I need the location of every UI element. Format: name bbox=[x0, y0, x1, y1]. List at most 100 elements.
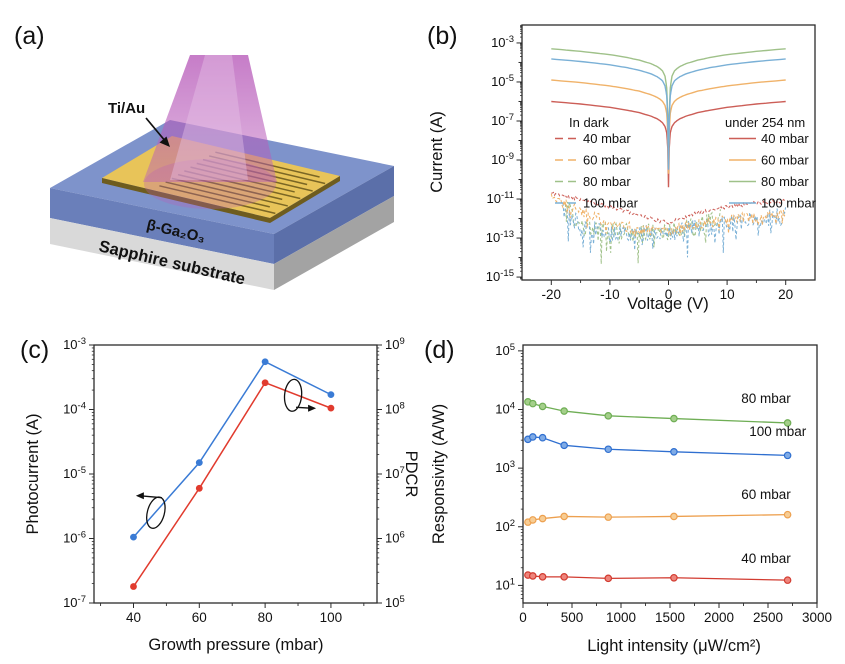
data-point-60 mbar bbox=[560, 512, 568, 521]
data-point-40 mbar bbox=[538, 573, 547, 581]
svg-text:0: 0 bbox=[665, 287, 673, 302]
svg-text:80 mbar: 80 mbar bbox=[583, 174, 631, 189]
electrode-label: Ti/Au bbox=[108, 100, 145, 117]
c-left-axis-title: Photocurrent (A) bbox=[24, 413, 42, 534]
data-point-80 mbar bbox=[670, 414, 678, 423]
svg-text:-20: -20 bbox=[542, 287, 562, 302]
data-point-PDCR bbox=[261, 379, 269, 387]
svg-text:0: 0 bbox=[519, 610, 527, 625]
svg-text:40 mbar: 40 mbar bbox=[761, 131, 809, 146]
pressure-chart-curves bbox=[130, 358, 335, 590]
responsivity-chart-axes: 101 102 103 104 105 0 500 1000 1500 2000 2500 3000 bbox=[495, 342, 832, 625]
responsivity-chart-curves bbox=[524, 398, 792, 584]
data-point-100 mbar bbox=[670, 447, 678, 456]
right-axis-arrow bbox=[308, 404, 317, 412]
svg-text:102: 102 bbox=[495, 518, 515, 534]
data-point-60 mbar bbox=[538, 514, 547, 523]
data-point-80 mbar bbox=[529, 399, 537, 408]
data-point-40 mbar bbox=[783, 576, 792, 584]
photo-curve-100 mbar bbox=[551, 58, 786, 170]
dark-curve-60 mbar dark bbox=[550, 193, 786, 237]
photo-curve-40 mbar bbox=[551, 100, 786, 188]
svg-text:10-9: 10-9 bbox=[491, 151, 514, 167]
svg-text:10-11: 10-11 bbox=[487, 190, 515, 206]
svg-text:80: 80 bbox=[258, 610, 273, 625]
b-x-axis-title: Voltage (V) bbox=[627, 295, 709, 313]
pressure-chart-annotations bbox=[135, 378, 317, 529]
svg-text:105: 105 bbox=[495, 342, 515, 358]
svg-text:10-15: 10-15 bbox=[486, 268, 514, 284]
data-point-100 mbar bbox=[604, 445, 613, 454]
b-y-axis-title: Current (A) bbox=[428, 111, 446, 193]
svg-text:103: 103 bbox=[495, 459, 515, 475]
svg-text:500: 500 bbox=[561, 610, 584, 625]
svg-text:1500: 1500 bbox=[655, 610, 685, 625]
series-label-80 mbar: 80 mbar bbox=[741, 391, 791, 406]
svg-text:109: 109 bbox=[385, 336, 405, 352]
device-3d-drawing bbox=[50, 55, 394, 290]
svg-text:3000: 3000 bbox=[802, 610, 832, 625]
svg-text:-10: -10 bbox=[600, 287, 620, 302]
data-point-80 mbar bbox=[783, 419, 792, 427]
svg-text:108: 108 bbox=[385, 401, 405, 417]
data-point-40 mbar bbox=[560, 573, 568, 581]
series-line-Photocurrent bbox=[132, 360, 332, 538]
svg-text:10: 10 bbox=[720, 287, 735, 302]
svg-text:40 mbar: 40 mbar bbox=[583, 131, 631, 146]
svg-text:1000: 1000 bbox=[606, 610, 636, 625]
responsivity-series-labels: 80 mbar 100 mbar 60 mbar 40 mbar bbox=[741, 391, 807, 566]
data-point-PDCR bbox=[327, 404, 335, 412]
svg-text:100 mbar: 100 mbar bbox=[761, 196, 817, 211]
series-line-PDCR bbox=[132, 381, 332, 587]
svg-text:2000: 2000 bbox=[704, 610, 734, 625]
svg-text:104: 104 bbox=[495, 401, 515, 417]
panel-label-b: (b) bbox=[427, 22, 458, 50]
panel-label-d: (d) bbox=[424, 336, 455, 364]
dark-curve-100 mbar dark bbox=[562, 202, 787, 258]
svg-text:10-3: 10-3 bbox=[491, 34, 514, 50]
panel-label-a: (a) bbox=[14, 22, 45, 50]
series-label-100 mbar: 100 mbar bbox=[749, 424, 807, 439]
data-point-80 mbar bbox=[538, 402, 547, 411]
svg-text:106: 106 bbox=[385, 530, 405, 546]
left-axis-arrow bbox=[135, 492, 144, 500]
data-point-Photocurrent bbox=[261, 358, 269, 366]
svg-text:107: 107 bbox=[385, 465, 405, 481]
photo-curve-60 mbar bbox=[551, 79, 786, 174]
svg-text:101: 101 bbox=[495, 576, 515, 592]
svg-text:10-13: 10-13 bbox=[486, 229, 514, 245]
data-point-40 mbar bbox=[604, 574, 613, 583]
svg-text:80 mbar: 80 mbar bbox=[761, 174, 809, 189]
data-point-100 mbar bbox=[529, 433, 537, 441]
svg-text:40: 40 bbox=[126, 610, 141, 625]
data-point-Photocurrent bbox=[195, 459, 203, 467]
series-label-60 mbar: 60 mbar bbox=[741, 487, 791, 502]
c-x-axis-title: Growth pressure (mbar) bbox=[148, 636, 323, 654]
iv-chart-curves bbox=[550, 48, 787, 265]
legend-light-title: under 254 nm bbox=[725, 115, 805, 130]
panel-b-iv-chart: 10-15 10-13 10-11 10-9 10-7 10-5 10-3 -20 -10 0 10… bbox=[427, 22, 817, 313]
data-point-60 mbar bbox=[604, 513, 613, 521]
svg-text:10-4: 10-4 bbox=[63, 401, 86, 417]
data-point-100 mbar bbox=[560, 441, 568, 450]
data-point-60 mbar bbox=[670, 512, 678, 521]
axis-indicator-ellipse bbox=[283, 378, 303, 412]
svg-text:60 mbar: 60 mbar bbox=[761, 153, 809, 168]
d-x-axis-title: Light intensity (μW/cm²) bbox=[587, 637, 761, 655]
svg-text:100 mbar: 100 mbar bbox=[583, 196, 639, 211]
data-point-40 mbar bbox=[529, 572, 537, 580]
data-point-Photocurrent bbox=[327, 391, 335, 399]
svg-text:2500: 2500 bbox=[753, 610, 783, 625]
panel-a-device-schematic: (a) Ti/Au β-Ga₂O₃ Sapphire substrate bbox=[14, 22, 394, 290]
panel-label-c: (c) bbox=[20, 336, 49, 364]
svg-text:100: 100 bbox=[320, 610, 343, 625]
svg-text:10-3: 10-3 bbox=[63, 336, 86, 352]
pressure-chart-axes: 10-7 10-6 10-5 10-4 10-3 105 106 107 108 109 40 60 8… bbox=[63, 336, 405, 625]
data-point-PDCR bbox=[130, 583, 137, 590]
panel-c-pressure-chart: 10-7 10-6 10-5 10-4 10-3 105 106 107 108 109 40 60 8… bbox=[20, 336, 420, 654]
svg-text:60 mbar: 60 mbar bbox=[583, 153, 631, 168]
dark-curve-80 mbar dark bbox=[564, 201, 721, 265]
